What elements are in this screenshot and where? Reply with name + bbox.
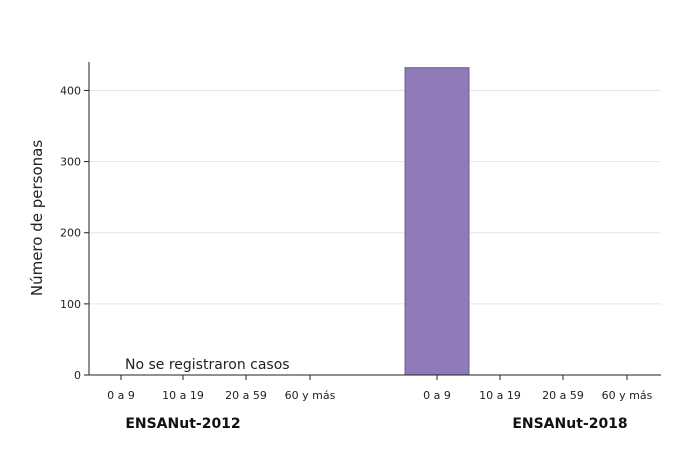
y-ticks: 0 100 200 300 400 bbox=[60, 84, 89, 382]
x-tick-label-1-1: 10 a 19 bbox=[479, 389, 521, 402]
x-tick-label-1-0: 0 a 9 bbox=[423, 389, 451, 402]
y-tick-label-100: 100 bbox=[60, 298, 81, 311]
annotation-no-cases: No se registraron casos bbox=[125, 357, 290, 373]
grid-layer bbox=[89, 89, 661, 305]
x-tick-label-1-2: 20 a 59 bbox=[542, 389, 584, 402]
axes-layer bbox=[88, 62, 661, 376]
x-ticks: 0 a 9 10 a 19 20 a 59 60 y más 0 a 9 10 a 19 2… bbox=[107, 375, 653, 402]
y-tick-label-300: 300 bbox=[60, 156, 81, 169]
x-tick-label-0-3: 60 y más bbox=[285, 389, 336, 402]
bars-layer bbox=[404, 67, 470, 376]
x-tick-label-0-2: 20 a 59 bbox=[225, 389, 267, 402]
group-label-ensanut-2018: ENSANut-2018 bbox=[512, 416, 627, 432]
x-tick-label-0-0: 0 a 9 bbox=[107, 389, 135, 402]
y-tick-label-0: 0 bbox=[74, 369, 81, 382]
y-tick-label-400: 400 bbox=[60, 84, 81, 97]
x-tick-label-1-3: 60 y más bbox=[602, 389, 653, 402]
y-tick-label-200: 200 bbox=[60, 227, 81, 240]
y-axis-label: Número de personas bbox=[28, 140, 46, 296]
bar-1-0 bbox=[404, 67, 470, 376]
x-tick-label-0-1: 10 a 19 bbox=[162, 389, 204, 402]
group-label-ensanut-2012: ENSANut-2012 bbox=[125, 416, 240, 432]
